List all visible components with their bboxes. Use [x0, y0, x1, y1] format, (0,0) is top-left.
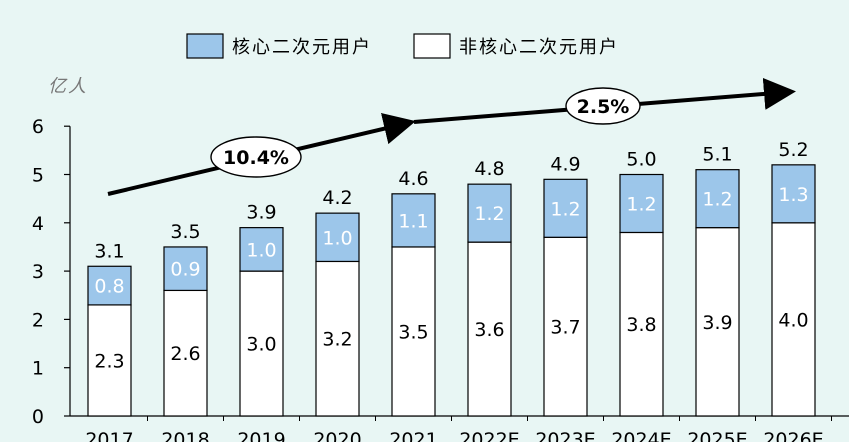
x-tick-label: 2024E [611, 429, 671, 442]
label-core: 1.0 [246, 239, 276, 261]
label-total: 4.6 [398, 168, 428, 190]
x-tick-label: 2025E [687, 429, 747, 442]
label-total: 4.8 [474, 158, 504, 180]
label-core: 0.9 [170, 259, 200, 281]
bar-noncore [239, 270, 284, 417]
bar-noncore [695, 227, 740, 417]
bar-core [391, 193, 436, 248]
label-total: 3.9 [246, 202, 276, 224]
legend-swatch-noncore [413, 33, 451, 59]
label-core: 1.3 [778, 184, 808, 206]
data-labels: 2.3 0.8 3.1 2.6 0.9 3.5 3.0 1.0 3.9 3.2 1.0 4.2 3.5 1… [94, 139, 808, 373]
label-core: 1.1 [398, 210, 428, 232]
x-tick-label: 2022E [459, 429, 519, 442]
label-total: 5.2 [778, 139, 808, 161]
label-core: 1.2 [550, 198, 580, 220]
label-core: 0.8 [94, 276, 124, 298]
label-core: 1.0 [322, 227, 352, 249]
label-noncore: 3.0 [246, 334, 276, 356]
label-total: 5.1 [702, 144, 732, 166]
label-noncore: 3.8 [626, 314, 656, 336]
bar-core [239, 227, 284, 272]
bar-noncore [315, 260, 360, 417]
bar-noncore [163, 289, 208, 417]
bar-core [87, 265, 132, 306]
legend-label-core: 核心二次元用户 [232, 37, 372, 58]
bar-core [695, 169, 740, 229]
x-tick-label: 2017 [85, 429, 133, 442]
bar-core [315, 212, 360, 263]
label-noncore: 3.9 [702, 312, 732, 334]
x-tick-label: 2021 [389, 429, 437, 442]
growth-annotations: 10.4% 2.5% [107, 77, 796, 196]
x-tick-label: 2018 [161, 429, 209, 442]
axes: 0 1 2 3 4 5 6 2017 2018 2019 2020 2021 2022E 2023E 202… [32, 116, 849, 442]
label-total: 5.0 [626, 149, 656, 171]
label-noncore: 2.6 [170, 343, 200, 365]
label-noncore: 3.6 [474, 319, 504, 341]
label-core: 1.2 [626, 193, 656, 215]
label-core: 1.2 [474, 203, 504, 225]
x-tick-label: 2026E [763, 429, 823, 442]
label-noncore: 4.0 [778, 309, 808, 331]
bar-core [467, 183, 512, 243]
label-noncore: 3.7 [550, 317, 580, 339]
growth-bubble [565, 87, 641, 125]
y-axis-label: 亿人 [48, 76, 88, 97]
legend-label-noncore: 非核心二次元用户 [459, 37, 619, 58]
y-tick-label: 2 [32, 309, 44, 331]
y-tick-label: 1 [32, 358, 44, 380]
label-total: 4.2 [322, 187, 352, 209]
bar-core [619, 173, 664, 234]
growth-rate-label: 2.5% [577, 96, 630, 118]
legend: 核心二次元用户 非核心二次元用户 [186, 33, 619, 59]
bar-core [543, 178, 588, 238]
y-tick-label: 5 [32, 165, 44, 187]
bars [87, 164, 816, 417]
label-noncore: 3.2 [322, 329, 352, 351]
x-tick-label: 2020 [313, 429, 361, 442]
y-tick-label: 0 [32, 406, 44, 428]
legend-swatch-core [186, 33, 224, 59]
y-tick-label: 4 [32, 213, 44, 235]
bar-noncore [467, 241, 512, 417]
label-total: 3.1 [94, 240, 124, 262]
growth-bubble [210, 136, 302, 178]
x-tick-label: 2023E [535, 429, 595, 442]
label-total: 3.5 [170, 221, 200, 243]
bar-core [163, 246, 208, 292]
label-noncore: 3.5 [398, 321, 428, 343]
y-tick-label: 3 [32, 261, 44, 283]
bar-noncore [391, 246, 436, 417]
y-tick-label: 6 [32, 116, 44, 138]
bar-noncore [87, 304, 132, 417]
growth-rate-label: 10.4% [223, 147, 289, 169]
label-core: 1.2 [702, 189, 732, 211]
label-total: 4.9 [550, 153, 580, 175]
bar-noncore [619, 231, 664, 417]
bar-core [771, 164, 816, 224]
label-noncore: 2.3 [94, 350, 124, 372]
x-tick-label: 2019 [237, 429, 285, 442]
